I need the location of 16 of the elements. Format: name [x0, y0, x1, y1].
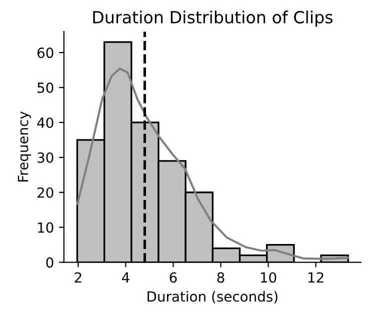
y-axis-title: Frequency — [18, 111, 31, 182]
x-tick-label: 6 — [170, 272, 177, 283]
x-tick-label: 2 — [74, 272, 82, 283]
y-tick-label: 40 — [37, 117, 54, 128]
y-tick-label: 50 — [38, 82, 54, 93]
y-tick-label: 60 — [37, 48, 54, 58]
x-tick-label: 10 — [260, 272, 276, 283]
y-tick-label: 30 — [38, 152, 54, 163]
x-tick-label: 4 — [122, 272, 130, 283]
y-tick-label: 0 — [46, 257, 54, 268]
x-tick-label: 8 — [217, 272, 224, 283]
x-axis-title: Duration (seconds) — [148, 291, 278, 304]
x-tick-label: 12 — [308, 272, 324, 283]
y-tick-label: 20 — [38, 187, 54, 198]
y-tick-label: 10 — [38, 222, 54, 233]
chart-title: Duration Distribution of Clips — [93, 10, 332, 27]
